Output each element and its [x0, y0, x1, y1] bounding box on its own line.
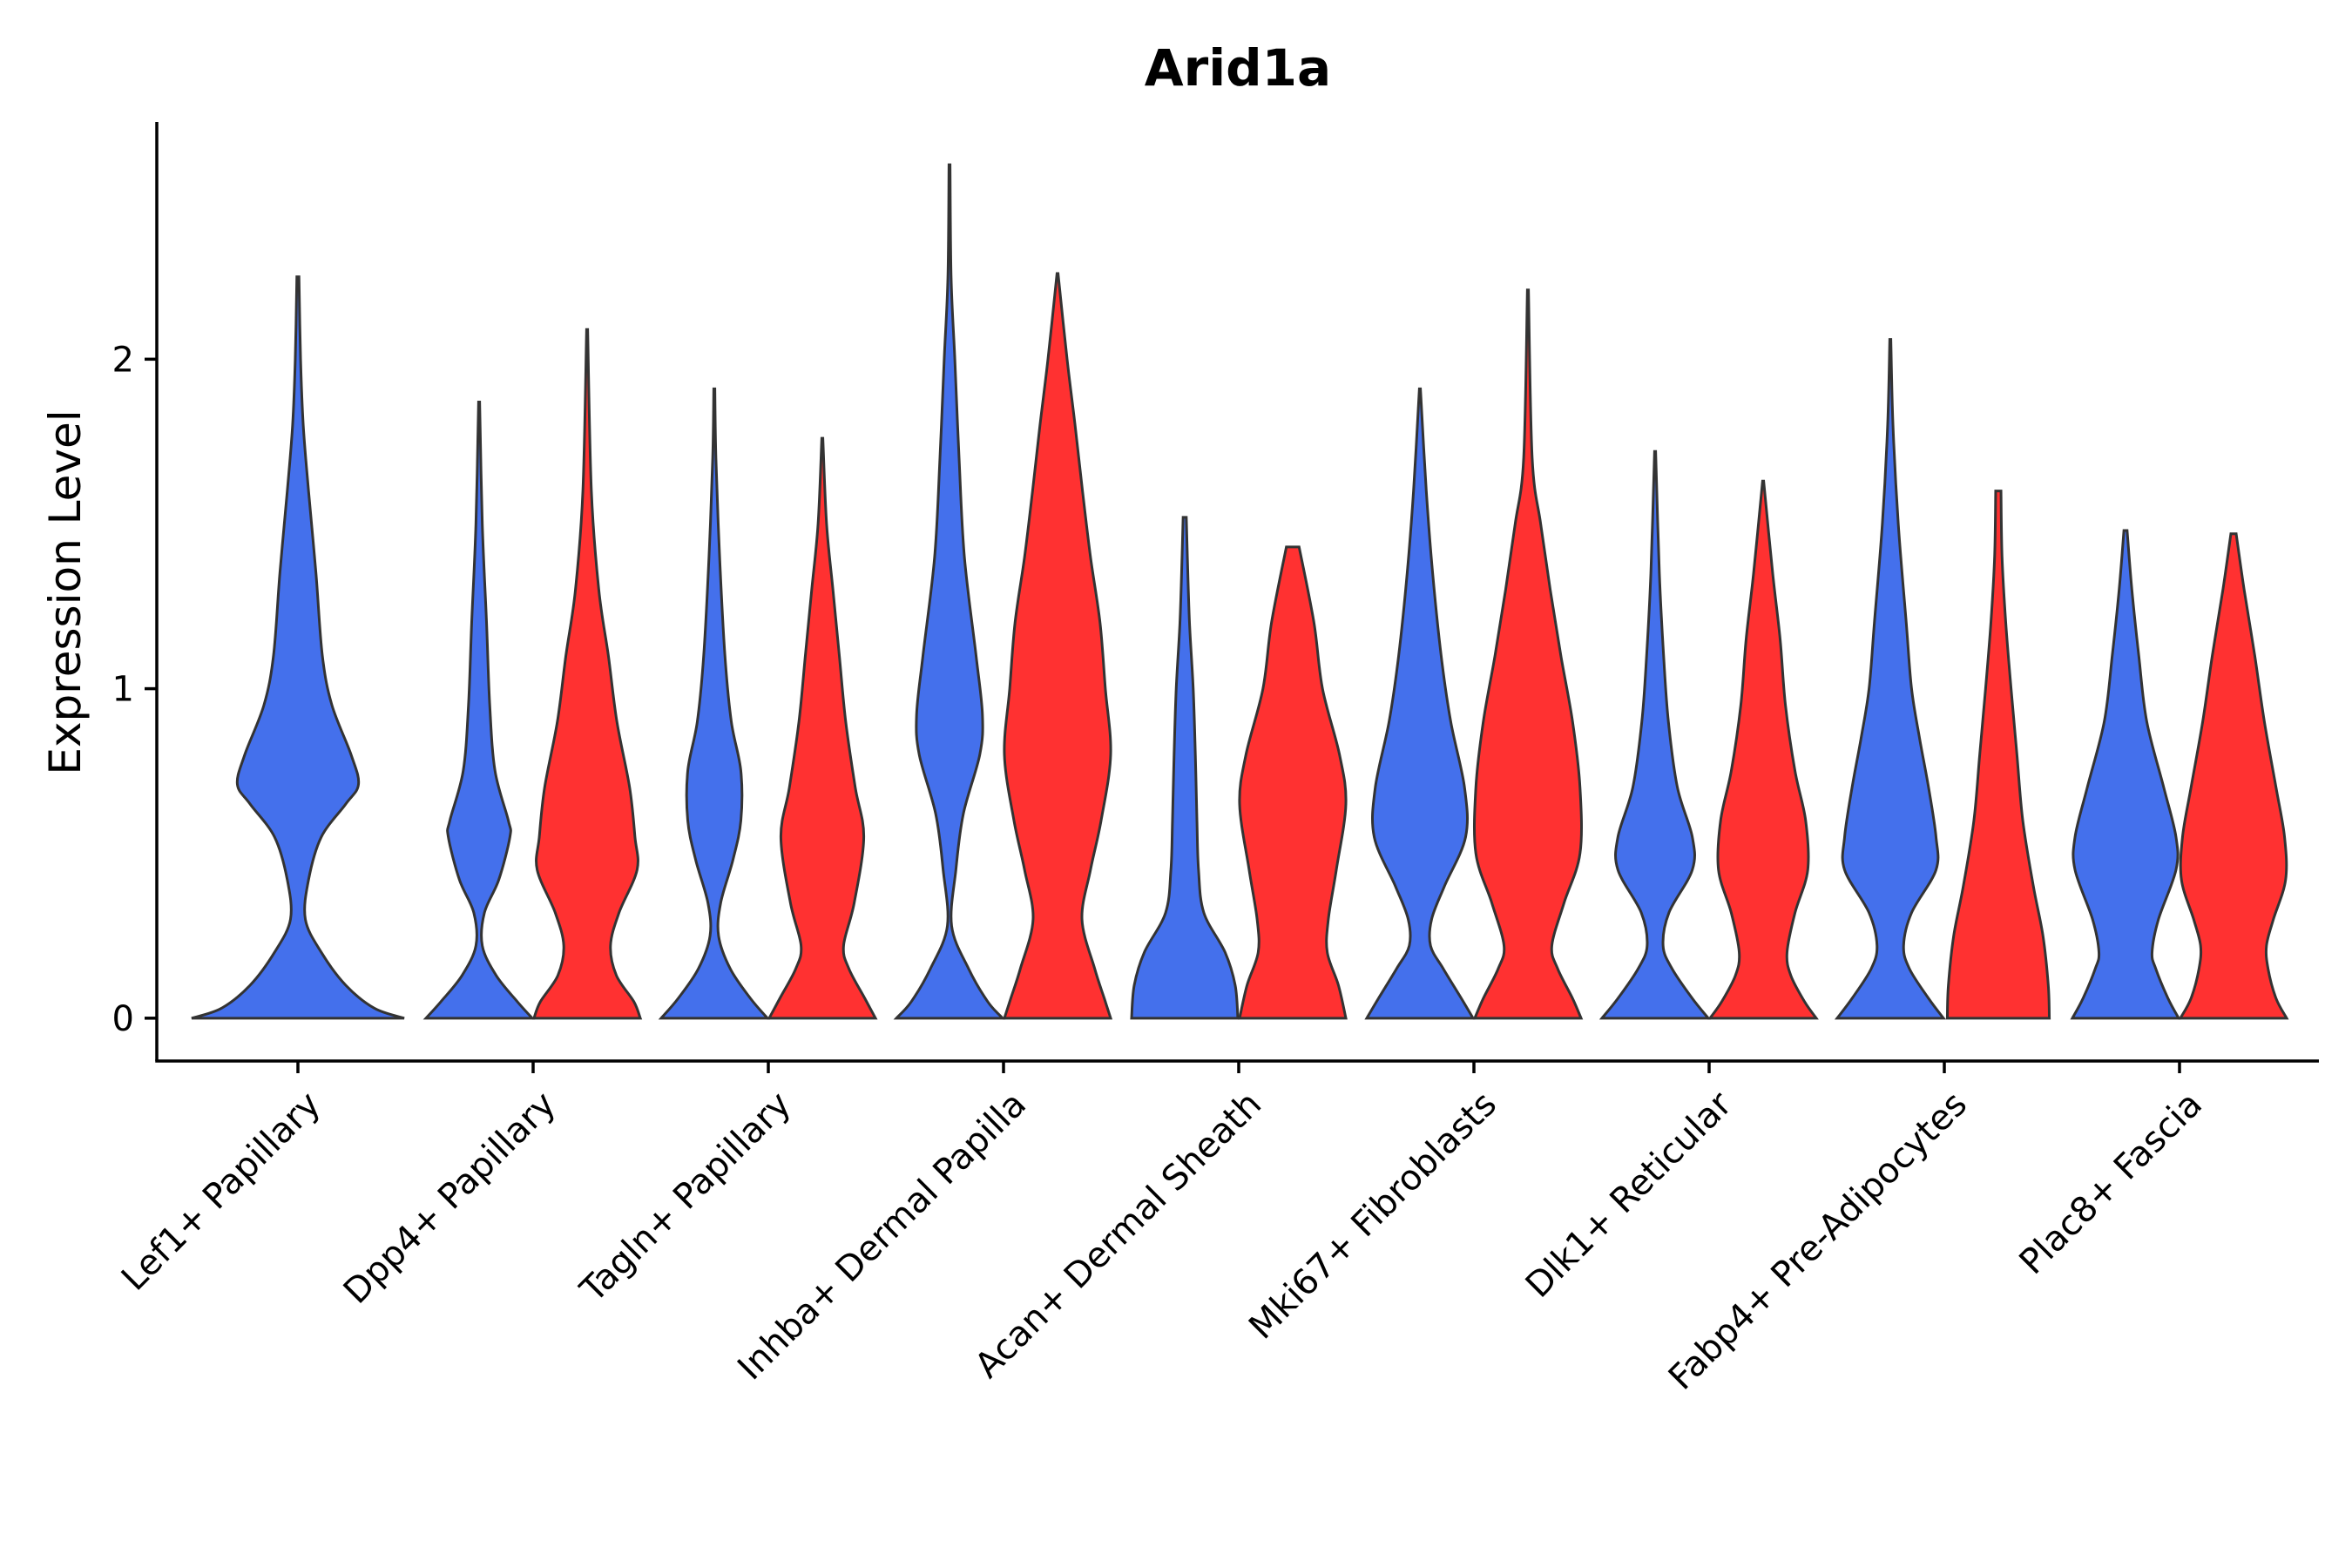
violin-group1	[1364, 387, 1476, 1020]
violin-group2	[767, 436, 878, 1020]
violin-group2	[1472, 288, 1584, 1020]
violin-group1	[1130, 516, 1240, 1020]
x-ticks: Lef1+ Papillary Dpp4+ Papillary Tagln+ Pap…	[114, 1061, 2210, 1398]
violin-group2	[1707, 479, 1819, 1020]
x-tick-label: Tagln+ Papillary	[572, 1085, 799, 1311]
violins-layer	[191, 163, 2289, 1020]
x-tick-label: Plac8+ Fascia	[2012, 1085, 2211, 1283]
violin-group1	[1834, 338, 1947, 1020]
x-tick-label: Lef1+ Papillary	[114, 1085, 328, 1299]
y-axis-label: Expression Level	[40, 409, 91, 774]
violin-group1	[893, 163, 1006, 1020]
y-ticks: 0 1 2	[112, 340, 157, 1039]
violin-group2	[1945, 490, 2051, 1020]
violin-group2	[2178, 532, 2289, 1020]
violin-group1	[1598, 449, 1712, 1020]
x-tick-label: Mki67+ Fibroblasts	[1241, 1085, 1504, 1348]
y-tick-label: 2	[112, 340, 134, 380]
y-tick-label: 0	[112, 999, 134, 1039]
violin-group2	[531, 328, 643, 1020]
chart-title: Arid1a	[1145, 38, 1331, 98]
violin-group1	[2070, 529, 2181, 1020]
x-tick-label: Dpp4+ Papillary	[336, 1085, 564, 1312]
x-tick-label: Dlk1+ Reticular	[1518, 1084, 1740, 1306]
violin-group1	[422, 401, 536, 1020]
y-tick-label: 1	[112, 670, 134, 710]
violin-group1	[191, 275, 405, 1020]
violin-group2	[1238, 545, 1348, 1020]
violin-group2	[1002, 272, 1113, 1020]
violin-group1	[658, 387, 771, 1020]
